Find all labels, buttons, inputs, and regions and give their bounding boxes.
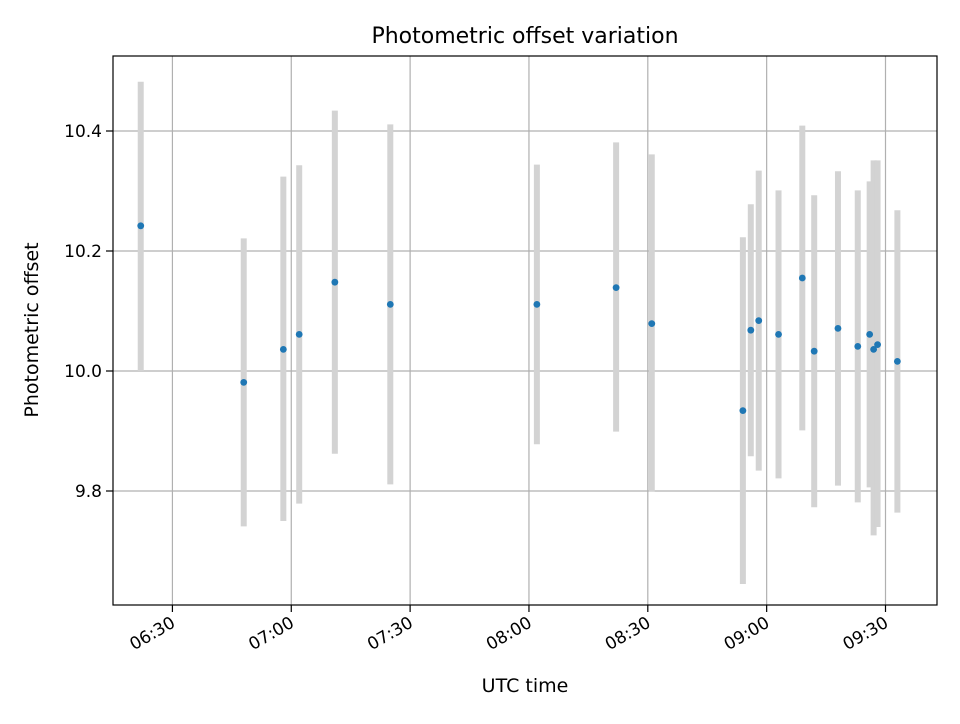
data-point bbox=[866, 331, 874, 338]
data-point bbox=[386, 301, 394, 308]
plot-frame bbox=[112, 55, 938, 606]
data-point bbox=[331, 278, 339, 286]
data-point bbox=[747, 326, 755, 334]
data-point bbox=[739, 407, 747, 414]
data-point bbox=[854, 343, 862, 350]
data-point bbox=[870, 346, 878, 353]
data-point bbox=[648, 320, 656, 327]
data-point bbox=[834, 325, 842, 332]
point-layer bbox=[137, 222, 901, 414]
x-axis-label: UTC time bbox=[482, 675, 569, 697]
data-point bbox=[612, 284, 620, 291]
y-tick-label: 10.2 bbox=[64, 242, 102, 262]
y-tick-label: 9.8 bbox=[75, 482, 102, 502]
data-point bbox=[295, 331, 303, 338]
data-point bbox=[240, 379, 248, 386]
y-tick-label: 10.0 bbox=[64, 362, 102, 382]
data-point bbox=[533, 301, 541, 308]
data-point bbox=[798, 274, 806, 282]
data-point bbox=[279, 346, 287, 353]
data-point bbox=[874, 341, 881, 348]
data-point bbox=[137, 222, 145, 230]
data-point bbox=[775, 331, 782, 338]
data-point bbox=[893, 358, 901, 365]
y-tick-label: 10.4 bbox=[64, 122, 102, 142]
data-point bbox=[810, 347, 818, 355]
chart-title: Photometric offset variation bbox=[371, 24, 678, 49]
y-axis-label: Photometric offset bbox=[21, 242, 43, 417]
data-point bbox=[755, 317, 763, 324]
